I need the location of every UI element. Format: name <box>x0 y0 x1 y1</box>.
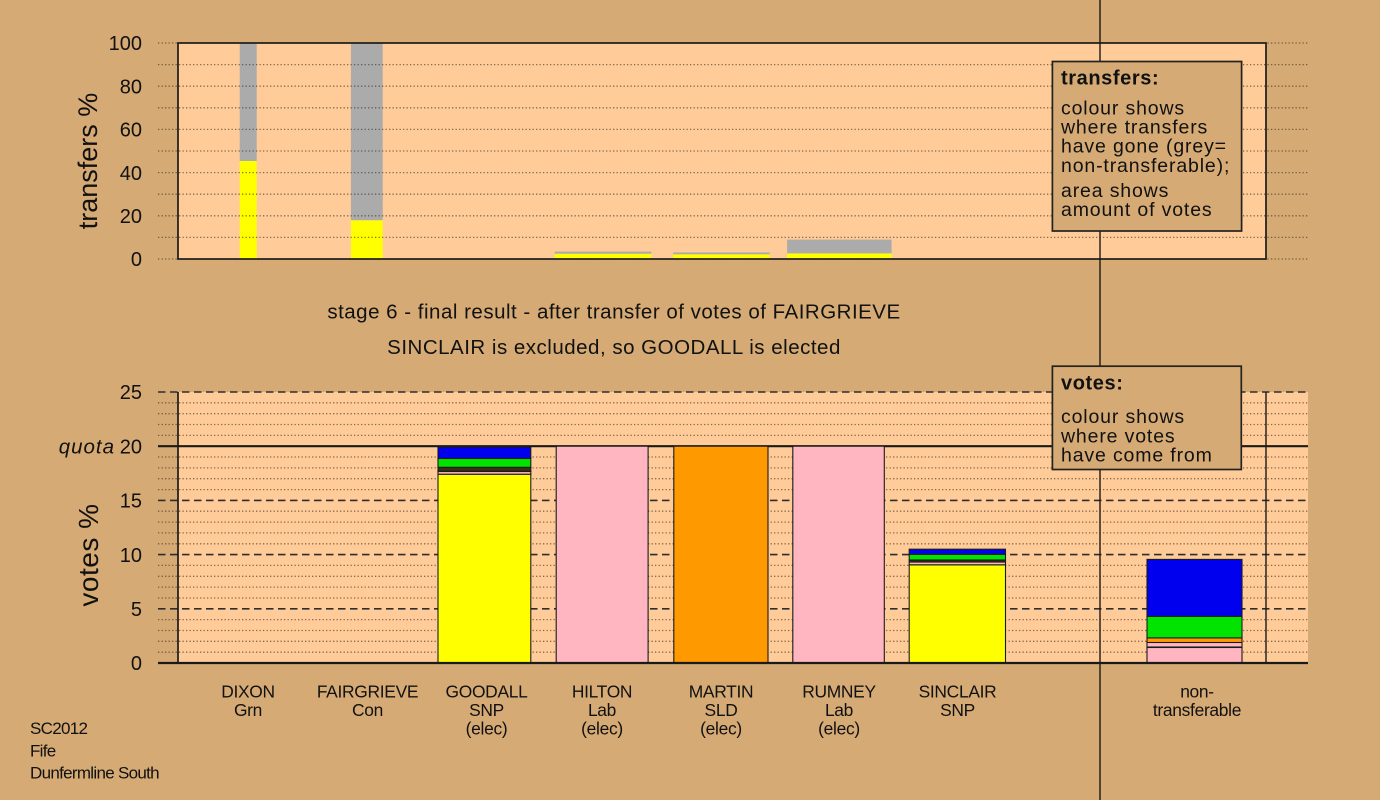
svg-text:transfers %: transfers % <box>73 93 103 230</box>
svg-text:Con: Con <box>352 700 383 720</box>
svg-text:0: 0 <box>131 653 142 675</box>
svg-text:GOODALL: GOODALL <box>446 681 529 701</box>
svg-text:5: 5 <box>131 599 142 621</box>
svg-text:SNP: SNP <box>469 700 504 720</box>
svg-text:amount of votes: amount of votes <box>1061 199 1213 221</box>
svg-text:votes %: votes % <box>73 503 104 606</box>
svg-text:40: 40 <box>120 163 142 185</box>
svg-text:60: 60 <box>120 120 142 142</box>
svg-text:SINCLAIR is excluded, so GOODA: SINCLAIR is excluded, so GOODALL is elec… <box>387 336 841 359</box>
svg-text:area shows: area shows <box>1061 180 1169 202</box>
svg-text:non-: non- <box>1180 681 1214 701</box>
svg-text:0: 0 <box>131 249 142 271</box>
svg-text:transfers:: transfers: <box>1061 68 1159 90</box>
svg-text:Dunfermline South: Dunfermline South <box>30 764 159 783</box>
svg-text:non-transferable);: non-transferable); <box>1061 155 1230 177</box>
svg-text:(elec): (elec) <box>581 719 623 739</box>
svg-text:SINCLAIR: SINCLAIR <box>919 681 997 701</box>
svg-text:15: 15 <box>120 491 142 513</box>
svg-text:80: 80 <box>120 76 142 98</box>
svg-text:Fife: Fife <box>30 741 56 760</box>
svg-text:transferable: transferable <box>1153 700 1241 720</box>
svg-text:SNP: SNP <box>940 700 975 720</box>
svg-text:Lab: Lab <box>588 700 616 720</box>
svg-text:Grn: Grn <box>234 700 262 720</box>
svg-text:(elec): (elec) <box>466 719 508 739</box>
svg-text:HILTON: HILTON <box>572 681 632 701</box>
svg-text:20: 20 <box>120 436 142 458</box>
svg-text:10: 10 <box>120 545 142 567</box>
svg-text:DIXON: DIXON <box>221 681 275 701</box>
svg-text:stage 6 - final result - after: stage 6 - final result - after transfer … <box>327 300 900 323</box>
svg-text:where transfers: where transfers <box>1060 117 1208 139</box>
svg-text:Lab: Lab <box>825 700 853 720</box>
svg-text:MARTIN: MARTIN <box>689 681 754 701</box>
svg-text:25: 25 <box>120 382 142 404</box>
svg-text:votes:: votes: <box>1061 373 1124 395</box>
svg-text:colour shows: colour shows <box>1061 406 1185 428</box>
svg-text:(elec): (elec) <box>700 719 742 739</box>
svg-text:100: 100 <box>109 33 142 55</box>
svg-text:SLD: SLD <box>705 700 738 720</box>
svg-text:have gone (grey=: have gone (grey= <box>1061 136 1227 158</box>
svg-text:20: 20 <box>120 206 142 228</box>
svg-text:quota: quota <box>59 435 115 458</box>
svg-text:have come from: have come from <box>1061 445 1213 467</box>
svg-text:FAIRGRIEVE: FAIRGRIEVE <box>317 681 418 701</box>
svg-text:(elec): (elec) <box>818 719 860 739</box>
svg-text:where votes: where votes <box>1060 425 1176 447</box>
svg-text:SC2012: SC2012 <box>30 719 87 738</box>
svg-text:RUMNEY: RUMNEY <box>802 681 876 701</box>
svg-text:colour shows: colour shows <box>1061 98 1185 120</box>
